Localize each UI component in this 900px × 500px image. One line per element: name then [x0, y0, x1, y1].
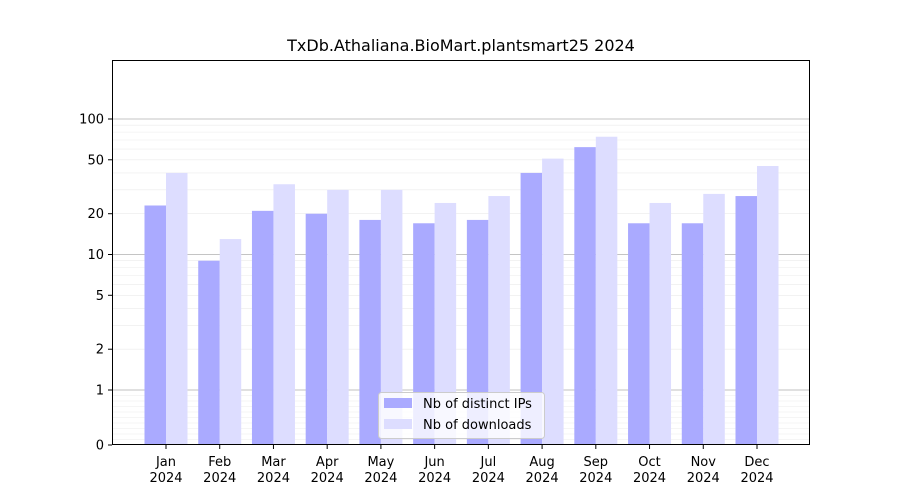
- bar-distinct-ips-3: [305, 213, 328, 445]
- chart-title: TxDb.Athaliana.BioMart.plantsmart25 2024: [286, 36, 635, 55]
- x-tick-label: May 2024: [364, 455, 397, 486]
- bar-distinct-ips-5: [413, 223, 435, 445]
- legend-swatch: [384, 398, 412, 408]
- x-tick-label: Mar 2024: [257, 455, 290, 486]
- y-tick-label: 5: [96, 289, 104, 304]
- x-tick-label: Dec 2024: [740, 455, 773, 486]
- bar-downloads-9: [649, 202, 672, 445]
- y-axis: 0 1 2 5 10 20 50 100: [79, 113, 112, 454]
- bar-downloads-10: [703, 193, 725, 445]
- x-tick-label: Feb 2024: [203, 455, 236, 486]
- y-tick-label: 1: [96, 384, 104, 399]
- bar-distinct-ips-2: [251, 210, 274, 445]
- bar-distinct-ips-11: [735, 196, 757, 445]
- bar-downloads-5: [434, 202, 457, 445]
- legend-label: Nb of distinct IPs: [423, 397, 532, 412]
- bar-downloads-2: [273, 184, 295, 445]
- y-tick-label: 100: [79, 113, 104, 128]
- bar-downloads-6: [488, 196, 510, 445]
- legend: Nb of distinct IPs Nb of downloads: [378, 392, 545, 439]
- bar-distinct-ips-6: [466, 219, 489, 445]
- y-tick-label: 2: [96, 343, 104, 358]
- x-tick-label: Jan 2024: [149, 455, 182, 486]
- y-tick-label: 50: [87, 153, 104, 168]
- legend-label: Nb of downloads: [423, 418, 532, 433]
- x-tick-label: Apr 2024: [311, 455, 344, 486]
- bar-downloads-8: [595, 136, 618, 445]
- bar-downloads-3: [327, 189, 349, 445]
- bar-distinct-ips-10: [681, 223, 704, 445]
- bar-distinct-ips-8: [574, 147, 596, 445]
- y-tick-label: 10: [87, 248, 104, 263]
- bar-downloads-7: [542, 158, 564, 445]
- x-tick-label: Jun 2024: [418, 455, 451, 486]
- x-tick-label: Nov 2024: [687, 455, 720, 486]
- bar-distinct-ips-7: [520, 172, 543, 445]
- legend-swatch: [384, 419, 412, 429]
- bar-downloads-1: [219, 239, 242, 445]
- bar-downloads-11: [757, 165, 779, 446]
- x-tick-label: Sep 2024: [579, 455, 612, 486]
- bar-downloads-0: [166, 172, 188, 445]
- bar-distinct-ips-9: [628, 223, 650, 445]
- y-tick-label: 0: [96, 439, 104, 454]
- x-axis: Jan 2024 Feb 2024 Mar 2024 Apr 2024 May 2024 Jun 20…: [149, 445, 774, 486]
- x-tick-label: Oct 2024: [633, 455, 666, 486]
- x-tick-label: Aug 2024: [526, 455, 559, 486]
- bar-distinct-ips-1: [198, 260, 220, 445]
- legend-box: [378, 392, 545, 439]
- bar-distinct-ips-4: [359, 219, 381, 445]
- plot-frame: [112, 60, 810, 445]
- y-tick-label: 20: [87, 207, 104, 222]
- bar-distinct-ips-0: [144, 205, 166, 445]
- bars: [144, 136, 779, 446]
- bar-downloads-4: [380, 189, 403, 445]
- x-tick-label: Jul 2024: [472, 455, 505, 486]
